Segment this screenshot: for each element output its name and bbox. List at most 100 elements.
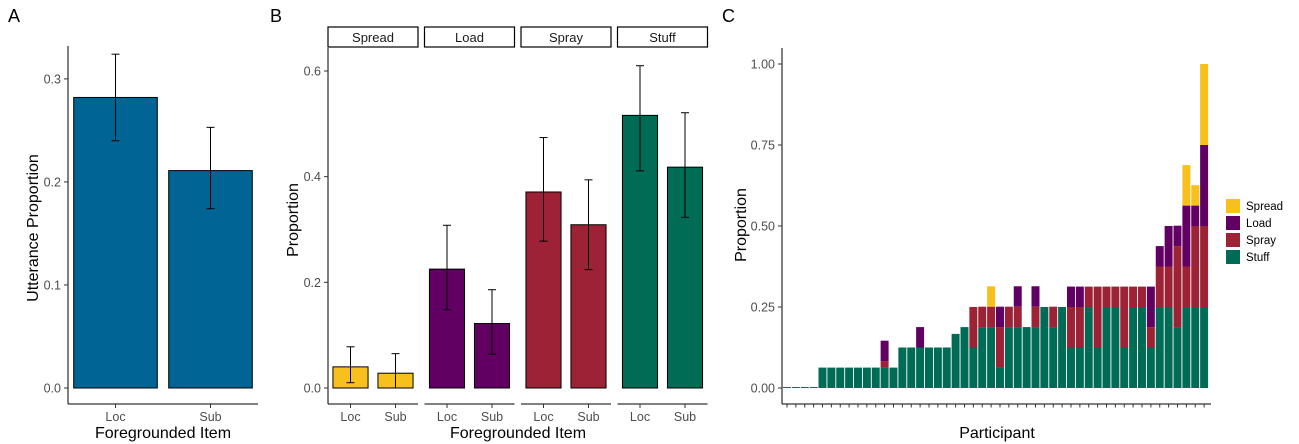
panel-c-bar-spray <box>1129 286 1138 307</box>
panel-c-bar-stuff <box>1058 307 1067 388</box>
panel-a-y-axis-tick-label: 0.0 <box>44 382 61 396</box>
panel-c-bar-stuff <box>925 347 933 388</box>
panel-c-bar-stuff <box>1084 307 1093 388</box>
panel-c-bar-spray <box>1146 327 1155 348</box>
panel-c-bar-load <box>1067 286 1075 307</box>
panel-c-bar-stuff <box>818 367 827 388</box>
panel-c-bar-stuff <box>836 367 845 388</box>
panel-c-bar-spray <box>996 327 1004 368</box>
panel-b-strip-load: Load <box>423 26 516 48</box>
panel-a-y-axis-tick-label: 0.1 <box>44 278 61 292</box>
panel-c-bar-stuff <box>969 347 978 388</box>
panel-c-bar-spray <box>880 361 889 368</box>
panel-c-bar-stuff <box>862 367 871 388</box>
panel-c-legend-key-load <box>1226 216 1240 230</box>
panel-c-bar-stuff <box>933 347 942 388</box>
panel-c-legend-label-stuff: Stuff <box>1246 252 1270 264</box>
panel-c-bar-stuff <box>996 367 1004 388</box>
panel-b-x-tick-label: Loc <box>340 410 360 424</box>
panel-c-bar-stuff <box>827 367 836 388</box>
panel-c-bar-spray <box>1111 286 1120 307</box>
panel-c-bar-stuff <box>1031 327 1040 388</box>
panel-c-bar-spray <box>1120 286 1129 348</box>
panel-b-strip-box <box>616 26 709 48</box>
panel-c-bar-stuff <box>1191 307 1200 388</box>
panel-c-legend: Spread Load Spray Stuff <box>1226 199 1283 264</box>
panel-b-label: B <box>270 6 282 26</box>
panel-c-bar-stuff <box>942 347 951 388</box>
panel-c: C Proportion Participant 0.00 0.25 0.50 0.7… <box>722 6 1283 442</box>
panel-c-bar-stuff <box>1040 307 1049 388</box>
panel-c-bar-spray <box>1031 306 1040 328</box>
panel-c-bar-stuff <box>1013 327 1022 388</box>
panel-c-legend-label-spray: Spray <box>1246 235 1276 247</box>
panel-c-bar-stuff <box>809 387 818 388</box>
panel-c-label: C <box>722 6 735 26</box>
panel-c-bar-spray <box>1182 266 1191 307</box>
panel-c-bar-spray <box>1173 246 1182 328</box>
panel-b-x-tick-label: Sub <box>674 410 696 424</box>
panel-c-bar-load <box>1013 286 1022 307</box>
panel-c-bar-stuff <box>1200 307 1209 388</box>
panel-c-bar-spray <box>1013 306 1022 328</box>
panel-a-bar-loc <box>73 96 158 389</box>
panel-c-y-axis-tick-label: 0.00 <box>751 382 775 396</box>
panel-c-bar-stuff <box>1102 307 1111 388</box>
panel-b-strip-box <box>327 26 419 48</box>
panel-c-bar-stuff <box>907 347 916 388</box>
panel-c-legend-key-spray <box>1226 233 1240 247</box>
panel-a-y-axis-tick-label: 0.3 <box>44 72 61 86</box>
panel-b-strip-label: Spread <box>352 30 394 45</box>
panel-c-bar-stuff <box>898 347 907 388</box>
panel-b-x-tick-label: Sub <box>481 410 503 424</box>
panel-c-bar-stuff <box>1182 307 1191 388</box>
panel-c-bar-stuff <box>1067 347 1075 388</box>
panel-c-bar-spray <box>1084 286 1093 307</box>
panel-c-bar-stuff <box>1049 327 1058 388</box>
panel-c-bar-spread <box>1191 185 1200 206</box>
panel-c-bar-spray <box>969 307 978 348</box>
panel-c-bar-spray <box>1093 286 1102 348</box>
panel-c-bar-stuff <box>1022 327 1031 388</box>
panel-c-bar-spray <box>1138 286 1146 307</box>
panel-c-bar-stuff <box>889 367 898 388</box>
panel-c-bar-stuff <box>916 347 925 388</box>
panel-c-bar-spray <box>1164 266 1173 307</box>
panel-b-y-axis-tick-label: 0.2 <box>304 276 321 290</box>
panel-c-bar-stuff <box>1173 327 1182 388</box>
panel-c-bar-load <box>1164 226 1173 267</box>
panel-c-x-axis-title: Participant <box>959 425 1035 442</box>
panel-c-bar-load <box>880 340 889 362</box>
panel-c-bar-stuff <box>800 387 809 388</box>
panel-c-bar-load <box>1173 225 1182 247</box>
panel-a-y-axis-tick-label: 0.2 <box>44 175 61 189</box>
panel-c-bar-stuff <box>791 387 800 388</box>
panel-c-bar-load <box>996 306 1004 328</box>
panel-c-bar-stuff <box>1075 347 1084 388</box>
panel-c-bar-spray <box>1004 306 1013 328</box>
panel-c-bar-stuff <box>1155 307 1164 388</box>
panel-b-x-tick-label: Loc <box>533 410 553 424</box>
panel-a-y-axis-title: Utterance Proportion <box>25 154 42 302</box>
panel-b-strip-label: Spray <box>549 30 583 45</box>
panel-c-bar-load <box>916 327 925 348</box>
panel-c-y-axis-tick-label: 0.50 <box>751 220 775 234</box>
panel-c-legend-key-spread <box>1226 199 1240 213</box>
panel-c-bar-stuff <box>951 333 960 388</box>
panel-b-strip-box <box>520 26 612 48</box>
panel-b-y-axis-tick-label: 0.6 <box>304 65 321 79</box>
panel-c-bar-stuff <box>854 367 862 388</box>
panel-a: A Utterance Proportion Foregrounded Item… <box>8 6 258 442</box>
panel-b-x-tick-label: Sub <box>577 410 599 424</box>
panel-c-y-axis-tick-label: 1.00 <box>751 58 775 72</box>
panel-c-legend-key-stuff <box>1226 250 1240 264</box>
panel-c-bar-stuff <box>880 367 889 388</box>
panel-b-x-tick-label: Loc <box>630 410 650 424</box>
panel-c-bar-spray <box>978 306 987 328</box>
panel-b-x-axis-title: Foregrounded Item <box>450 425 586 442</box>
panel-c-bar-stuff <box>1129 307 1138 388</box>
panel-a-x-tick-label: Loc <box>105 410 125 424</box>
panel-c-y-axis-tick-label: 0.25 <box>751 301 775 315</box>
panel-c-bar-stuff <box>1138 307 1146 388</box>
